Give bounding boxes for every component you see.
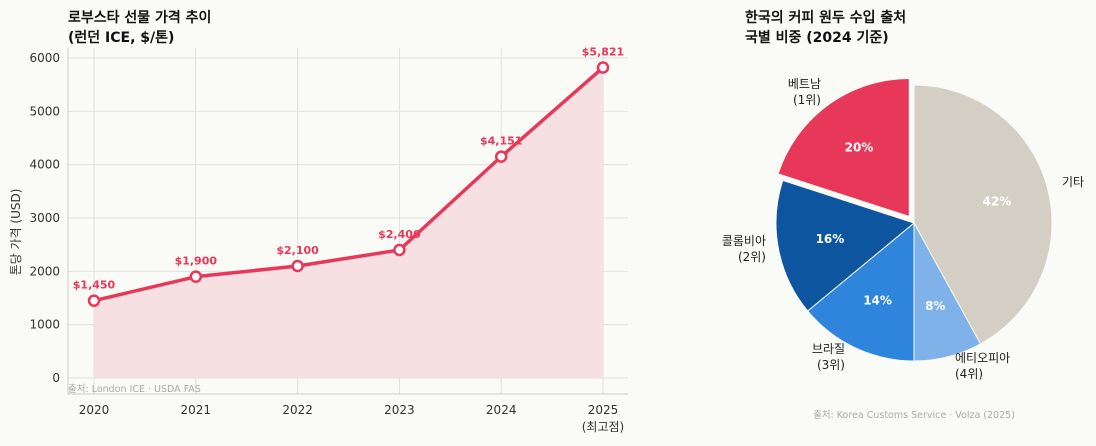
data-point: [291, 259, 304, 273]
slice-rank-label: (4위): [955, 367, 983, 381]
slice-rank-label: (1위): [793, 93, 821, 107]
x-tick-label: 2023: [384, 403, 415, 417]
slice-percent-label: 8%: [925, 299, 945, 313]
y-tick-label: 3000: [29, 211, 60, 225]
series-line: [93, 66, 605, 303]
slice-rank-label: (3위): [817, 358, 845, 372]
x-tick-label: 2020: [79, 403, 110, 417]
pie-chart-title-1: 한국의 커피 원두 수입 출처: [745, 9, 906, 26]
y-tick-label: 6000: [29, 51, 60, 65]
slice-percent-label: 42%: [983, 195, 1012, 209]
pie-slice: [775, 179, 916, 312]
slice-rank-label: (2위): [738, 250, 766, 264]
pie-chart-source: 출처: Korea Customs Service · Volza (2025): [813, 409, 1015, 421]
data-point: [494, 150, 508, 163]
data-point: [189, 270, 203, 283]
data-point: [393, 243, 406, 257]
pie-slice: [913, 84, 1053, 345]
slice-name-label: 에티오피아: [955, 351, 1010, 365]
y-axis-label: 톤당 가격 (USD): [9, 189, 23, 276]
data-label: $1,900: [175, 255, 218, 268]
slice-name-label: 베트남: [788, 77, 821, 91]
slice-name-label: 브라질: [812, 342, 845, 356]
line-chart-title-1: 로부스타 선물 가격 추이: [68, 9, 211, 26]
data-point: [596, 61, 610, 74]
y-tick-label: 0: [52, 371, 60, 385]
slice-name-label: 콜롬비아: [722, 234, 766, 248]
slice-percent-label: 20%: [845, 140, 874, 154]
x-tick-sublabel: (최고점): [582, 420, 624, 434]
pie-slice: [806, 221, 915, 362]
line-chart-source: 출처: London ICE · USDA FAS: [68, 383, 201, 395]
data-label: $2,400: [378, 228, 421, 241]
x-tick-label: 2022: [282, 403, 313, 417]
data-label: $5,821: [582, 46, 624, 59]
pie-chart-title-2: 국별 비중 (2024 기준): [745, 29, 889, 46]
y-tick-label: 4000: [29, 158, 60, 172]
pie-slice: [777, 78, 910, 218]
data-point: [87, 294, 101, 307]
slice-percent-label: 14%: [863, 293, 892, 307]
y-tick-label: 2000: [29, 264, 60, 278]
slice-percent-label: 16%: [816, 232, 845, 246]
data-label: $1,450: [73, 279, 116, 292]
x-tick-label: 2024: [486, 403, 517, 417]
slice-name-label: 기타: [1062, 175, 1084, 189]
x-tick-label: 2021: [181, 403, 212, 417]
x-tick-label: 2025: [588, 403, 619, 417]
y-tick-label: 1000: [29, 318, 60, 332]
y-tick-label: 5000: [29, 104, 60, 118]
data-label: $2,100: [276, 244, 319, 257]
line-chart-title-2: (런던 ICE, $/톤): [68, 29, 174, 46]
data-label: $4,151: [480, 135, 522, 148]
area-fill: [94, 67, 603, 379]
